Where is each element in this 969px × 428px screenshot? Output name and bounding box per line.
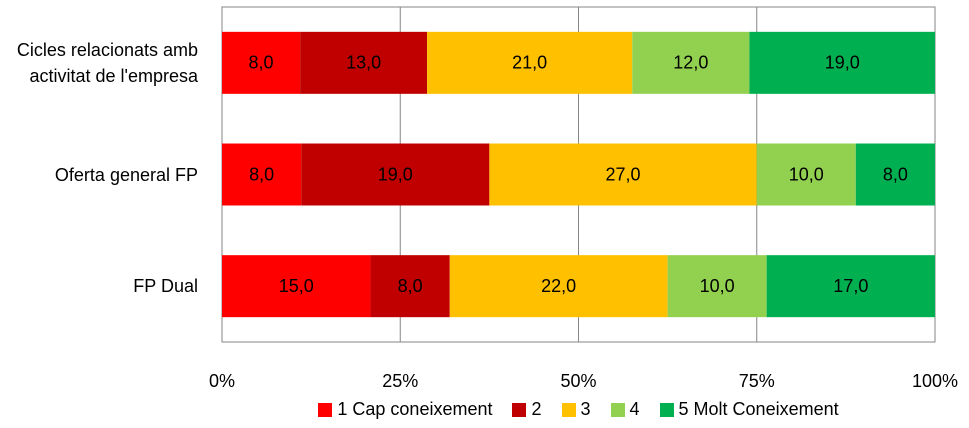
x-tick-label: 100%	[912, 371, 958, 391]
data-label: 19,0	[378, 164, 413, 184]
x-tick-label: 0%	[209, 371, 235, 391]
bar	[427, 31, 633, 94]
legend-swatch	[512, 402, 527, 417]
data-label: 13,0	[346, 53, 381, 73]
bar	[489, 143, 757, 206]
data-label: 8,0	[398, 276, 423, 296]
bar	[449, 255, 668, 318]
legend-item: 1 Cap coneixement	[318, 399, 492, 420]
bar	[766, 255, 935, 318]
legend-swatch	[561, 402, 576, 417]
legend-item: 3	[561, 399, 591, 420]
bar	[370, 255, 450, 318]
legend-label: 5 Molt Coneixement	[678, 399, 839, 419]
legend-label: 3	[580, 399, 591, 419]
data-label: 8,0	[249, 164, 274, 184]
data-label: 17,0	[833, 276, 868, 296]
y-tick-label: Cicles relacionats amb activitat de l'em…	[16, 39, 198, 86]
legend-label: 1 Cap coneixement	[337, 399, 493, 419]
data-label: 8,0	[883, 164, 908, 184]
data-label: 8,0	[249, 53, 274, 73]
y-tick-label: Oferta general FP	[54, 164, 198, 185]
legend-label: 2	[531, 399, 542, 419]
legend-item: 2	[512, 399, 542, 420]
legend-item: 4	[610, 399, 640, 420]
bar	[855, 143, 935, 206]
legend-swatch	[318, 402, 333, 417]
legend: 1 Cap coneixement 2 3 4 5 Molt Coneixement	[222, 399, 935, 420]
data-label: 22,0	[541, 276, 576, 296]
bar	[222, 31, 301, 94]
data-label: 21,0	[512, 53, 547, 73]
bar	[749, 31, 935, 94]
y-tick-label: FP Dual	[133, 276, 198, 297]
data-label: 12,0	[673, 53, 708, 73]
data-label: 27,0	[606, 164, 641, 184]
bar	[756, 143, 856, 206]
legend-swatch	[610, 402, 625, 417]
data-label: 19,0	[825, 53, 860, 73]
data-label: 10,0	[700, 276, 735, 296]
bar	[222, 255, 371, 318]
bar	[301, 143, 490, 206]
bar	[222, 143, 302, 206]
data-label: 15,0	[279, 276, 314, 296]
data-label: 10,0	[789, 164, 824, 184]
bar	[632, 31, 750, 94]
x-tick-label: 25%	[382, 371, 418, 391]
bar	[300, 31, 428, 94]
x-tick-label: 75%	[739, 371, 775, 391]
legend-label: 4	[629, 399, 640, 419]
bar	[667, 255, 767, 318]
legend-swatch	[659, 402, 674, 417]
legend-item: 5 Molt Coneixement	[659, 399, 839, 420]
x-tick-label: 50%	[560, 371, 596, 391]
